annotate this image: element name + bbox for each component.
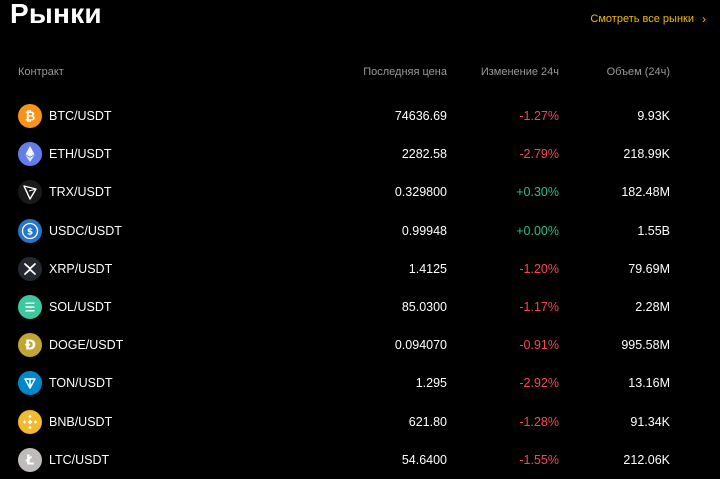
pair-name: LTC/USDT [49, 452, 110, 467]
last-price: 1.295 [415, 376, 447, 391]
pair-name: TON/USDT [49, 376, 113, 391]
change-24h: -1.17% [519, 299, 559, 314]
btc-icon: ₿ [18, 104, 42, 128]
volume-24h: 9.93K [637, 109, 670, 123]
eth-icon [18, 142, 42, 167]
column-header-change-24h[interactable]: Изменение 24ч [480, 66, 559, 78]
volume-24h: 995.58M [621, 338, 670, 353]
change-24h: -1.55% [519, 452, 559, 467]
market-row-xrp[interactable]: XRP/USDT 1.4125 -1.20% 79.69M [0, 250, 720, 288]
last-price: 0.329800 [394, 185, 447, 200]
volume-24h: 13.16M [628, 376, 670, 391]
last-price: 621.80 [408, 414, 447, 429]
volume-24h: 2.28M [635, 299, 670, 314]
column-header-last-price[interactable]: Последняя цена [363, 66, 447, 78]
market-row-ton[interactable]: TON/USDT 1.295 -2.92% 13.16M [0, 364, 720, 402]
see-all-markets-link[interactable]: Смотреть все рынки › [590, 12, 706, 26]
table-header: Контракт Последняя цена Изменение 24ч Об… [0, 66, 720, 80]
pair-name: ETH/USDT [49, 147, 112, 162]
pair-name: BTC/USDT [49, 109, 112, 123]
pair-name: SOL/USDT [49, 299, 112, 314]
xrp-icon [18, 256, 42, 281]
last-price: 1.4125 [408, 261, 447, 276]
volume-24h: 79.69M [628, 261, 670, 276]
column-header-contract[interactable]: Контракт [18, 66, 64, 78]
market-row-eth[interactable]: ETH/USDT 2282.58 -2.79% 218.99K [0, 135, 720, 173]
last-price: 0.99948 [401, 223, 447, 238]
market-row-doge[interactable]: Ð DOGE/USDT 0.094070 -0.91% 995.58M [0, 326, 720, 364]
svg-text:₿: ₿ [25, 110, 36, 125]
markets-table: ₿ BTC/USDT 74636.69 -1.27% 9.93K ETH/USD… [0, 97, 720, 479]
last-price: 74636.69 [394, 109, 447, 123]
change-24h: -0.91% [519, 338, 559, 353]
change-24h: -1.20% [519, 261, 559, 276]
last-price: 2282.58 [401, 147, 447, 162]
change-24h: -1.27% [519, 109, 559, 123]
change-24h: +0.30% [516, 185, 559, 200]
volume-24h: 91.34K [630, 414, 670, 429]
ton-icon [18, 371, 42, 396]
svg-text:Ł: Ł [25, 453, 34, 468]
page-title: Рынки [10, 0, 102, 29]
last-price: 0.094070 [394, 338, 447, 353]
market-row-btc[interactable]: ₿ BTC/USDT 74636.69 -1.27% 9.93K [0, 97, 720, 135]
pair-name: XRP/USDT [49, 261, 113, 276]
market-row-sol[interactable]: SOL/USDT 85.0300 -1.17% 2.28M [0, 288, 720, 326]
trx-icon [18, 180, 42, 205]
pair-name: BNB/USDT [49, 414, 113, 429]
change-24h: -2.92% [519, 376, 559, 391]
market-row-ltc[interactable]: Ł LTC/USDT 54.6400 -1.55% 212.06K [0, 441, 720, 479]
market-row-trx[interactable]: TRX/USDT 0.329800 +0.30% 182.48M [0, 173, 720, 211]
column-header-volume-24h[interactable]: Объем (24ч) [606, 66, 670, 78]
ltc-icon: Ł [18, 447, 42, 472]
pair-name: TRX/USDT [49, 185, 112, 200]
last-price: 54.6400 [401, 452, 447, 467]
volume-24h: 1.55B [637, 223, 670, 238]
doge-icon: Ð [18, 333, 42, 358]
svg-text:Ð: Ð [25, 339, 36, 354]
last-price: 85.0300 [401, 299, 447, 314]
volume-24h: 212.06K [623, 452, 670, 467]
change-24h: +0.00% [516, 223, 559, 238]
market-row-usdc[interactable]: $ USDC/USDT 0.99948 +0.00% 1.55B [0, 212, 720, 250]
market-row-bnb[interactable]: BNB/USDT 621.80 -1.28% 91.34K [0, 403, 720, 441]
sol-icon [18, 294, 42, 319]
see-all-markets-label: Смотреть все рынки [590, 13, 694, 25]
svg-text:$: $ [27, 227, 33, 237]
volume-24h: 182.48M [621, 185, 670, 200]
usdc-icon: $ [18, 218, 42, 243]
volume-24h: 218.99K [623, 147, 670, 162]
bnb-icon [18, 409, 42, 434]
chevron-right-icon: › [702, 12, 706, 26]
pair-name: USDC/USDT [49, 223, 122, 238]
change-24h: -2.79% [519, 147, 559, 162]
change-24h: -1.28% [519, 414, 559, 429]
pair-name: DOGE/USDT [49, 338, 124, 353]
